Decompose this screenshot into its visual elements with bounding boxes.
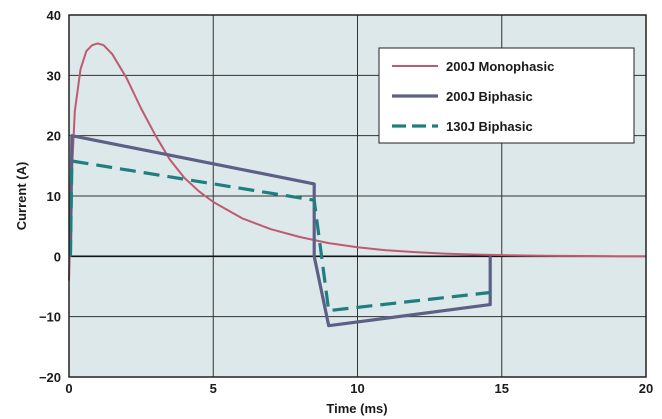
x-tick-label-10: 10 bbox=[350, 381, 364, 396]
x-tick-label-15: 15 bbox=[495, 381, 509, 396]
y-axis-label: Current (A) bbox=[14, 162, 29, 231]
series-line-3 bbox=[68, 159, 491, 313]
y-tick-label-20: 20 bbox=[47, 129, 61, 144]
x-tick-label-0: 0 bbox=[65, 381, 72, 396]
y-tick-label-10: 10 bbox=[47, 189, 61, 204]
series-line-2 bbox=[68, 134, 492, 328]
y-tick-label--20: −20 bbox=[39, 370, 61, 385]
tick-labels: 0 5 10 15 20 −20 −10 0 10 20 30 40 bbox=[39, 8, 653, 396]
legend-label-biphasic-200: 200J Biphasic bbox=[446, 89, 533, 104]
legend-label-monophasic: 200J Monophasic bbox=[446, 59, 554, 74]
y-tick-label-40: 40 bbox=[47, 8, 61, 23]
series-line-1 bbox=[68, 42, 647, 281]
legend: 200J Monophasic 200J Biphasic 130J Bipha… bbox=[378, 47, 635, 144]
plot-frame bbox=[68, 14, 647, 378]
x-axis-label: Time (ms) bbox=[326, 401, 387, 416]
series-group bbox=[68, 42, 647, 328]
x-tick-label-20: 20 bbox=[639, 381, 653, 396]
legend-label-biphasic-130: 130J Biphasic bbox=[446, 119, 533, 134]
y-tick-label--10: −10 bbox=[39, 310, 61, 325]
y-tick-label-30: 30 bbox=[47, 68, 61, 83]
y-tick-label-0: 0 bbox=[54, 249, 61, 264]
x-tick-label-5: 5 bbox=[210, 381, 217, 396]
